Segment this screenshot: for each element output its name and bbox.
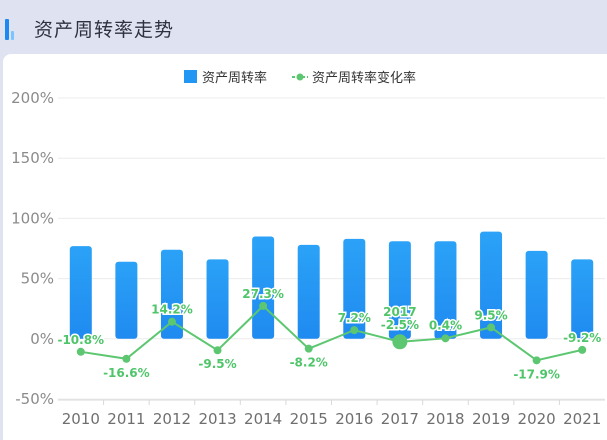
line-point-2015[interactable]	[304, 344, 313, 353]
legend-label-bar[interactable]: 资产周转率	[202, 70, 267, 86]
line-point-2017[interactable]	[392, 334, 408, 350]
title-accent-bar	[5, 19, 9, 40]
x-tick-label: 2012	[153, 410, 191, 428]
bar-2021[interactable]	[571, 259, 594, 339]
data-label-2016: 7.2%	[338, 311, 371, 325]
x-tick-label: 2015	[290, 410, 328, 428]
line-point-2016[interactable]	[350, 326, 359, 335]
y-tick-label: 200%	[11, 89, 54, 107]
x-tick-label: 2014	[244, 410, 282, 428]
x-tick-label: 2021	[563, 410, 601, 428]
bar-2015[interactable]	[297, 244, 320, 339]
x-axis: 2010 2011 2012 2013 2014 2015 2016 2017 2018 2019…	[58, 399, 605, 428]
legend-line-marker	[296, 73, 304, 81]
bar-2019[interactable]	[480, 231, 503, 339]
bar-2010[interactable]	[69, 246, 92, 339]
chart-legend[interactable]: 资产周转率 资产周转率变化率	[184, 70, 416, 86]
x-tick-label: 2013	[198, 410, 236, 428]
bar-2011[interactable]	[115, 261, 138, 339]
y-tick-label: 50%	[21, 270, 54, 288]
data-label-2013: -9.5%	[198, 357, 236, 371]
data-label-2014: 27.3%	[242, 287, 284, 301]
data-label-2020: -17.9%	[513, 367, 560, 381]
header: 资产周转率走势	[0, 0, 607, 52]
x-tick-label: 2010	[62, 410, 100, 428]
line-point-2011[interactable]	[122, 354, 131, 363]
line-path	[80, 304, 583, 362]
bar-2016[interactable]	[343, 238, 366, 339]
bar-2017[interactable]	[388, 241, 411, 339]
line-point-2020[interactable]	[532, 356, 541, 365]
y-tick-label: -50%	[15, 390, 54, 408]
data-label-2018: 0.4%	[429, 318, 462, 332]
y-axis: 200% 150% 100% 50% 0% -50%	[11, 89, 54, 408]
data-label-2012: 14.2%	[151, 303, 193, 317]
y-tick-label: 100%	[11, 209, 54, 227]
bar-2014[interactable]	[252, 236, 275, 339]
line-point-2021[interactable]	[578, 345, 587, 354]
data-label-2010: -10.8%	[57, 333, 104, 347]
y-tick-label: 0%	[30, 330, 54, 348]
title-accent-bar-small	[11, 31, 14, 40]
line-point-2019[interactable]	[487, 323, 496, 332]
data-label-2021: -9.2%	[563, 331, 601, 345]
line-point-2014[interactable]	[259, 301, 268, 310]
highlight-category-label: 2017	[383, 305, 416, 319]
data-label-2017: -2.5%	[381, 318, 419, 332]
x-tick-label: 2019	[472, 410, 510, 428]
x-tick-label: 2020	[518, 410, 556, 428]
line-point-2010[interactable]	[76, 347, 85, 356]
line-point-2018[interactable]	[441, 334, 450, 343]
x-tick-label: 2011	[107, 410, 145, 428]
page-title: 资产周转率走势	[34, 19, 175, 41]
data-label-2011: -16.6%	[103, 366, 150, 380]
bar-2020[interactable]	[525, 250, 548, 339]
data-label-2015: -8.2%	[290, 356, 328, 370]
y-tick-label: 150%	[11, 149, 54, 167]
line-point-2013[interactable]	[213, 346, 222, 355]
bar-2018[interactable]	[434, 241, 457, 339]
line-series: -10.8% -16.6% 14.2% -9.5% 27.3% -8.2% 7.2% -2.5…	[56, 285, 603, 382]
data-label-2019: 9.5%	[474, 308, 507, 322]
x-tick-label: 2016	[335, 410, 373, 428]
bar-2013[interactable]	[206, 259, 229, 339]
x-tick-label: 2017	[381, 410, 419, 428]
legend-label-line[interactable]: 资产周转率变化率	[312, 70, 416, 86]
x-tick-label: 2018	[426, 410, 464, 428]
grid-lines	[58, 97, 605, 400]
bar-2012[interactable]	[160, 249, 183, 339]
line-point-2012[interactable]	[167, 317, 176, 326]
legend-bar-swatch	[184, 70, 197, 83]
bar-series	[69, 231, 594, 339]
